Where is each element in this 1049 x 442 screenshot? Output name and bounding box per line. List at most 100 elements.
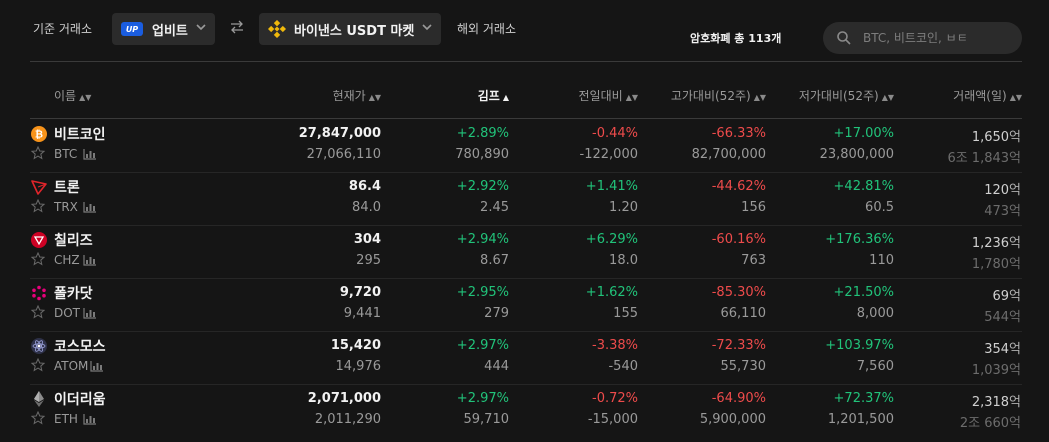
base-exchange-value: 업비트 (152, 23, 188, 39)
coin-name[interactable]: 폴카닷 (54, 286, 93, 302)
table-row[interactable]: ₿ 비트코인 BTC 27,847,000 27,066,110 +2.89% 780,89… (0, 119, 1049, 172)
quote-market-dropdown[interactable]: 바이낸스 USDT 마켓 (259, 13, 441, 45)
price-value: 15,420 (330, 338, 381, 353)
table-row[interactable]: 이더리움 ETH 2,071,000 2,011,290 +2.97% 59,710 -0.… (0, 384, 1049, 437)
high-pct-value: -72.33% (711, 338, 766, 353)
star-icon[interactable] (31, 305, 45, 319)
high-val-value: 66,110 (720, 306, 767, 321)
high-pct-value: -44.62% (711, 179, 766, 194)
cosmos-icon (31, 338, 47, 354)
table-row[interactable]: 칠리즈 CHZ 304 295 +2.94% 8.67 +6.29% 18.0 -60.16% 7… (0, 225, 1049, 278)
swap-icon[interactable] (230, 20, 244, 38)
coin-name[interactable]: 이더리움 (54, 392, 106, 408)
change-value: -0.72% (592, 391, 638, 406)
column-from-high[interactable]: 고가대비(52주) ▲▼ (670, 89, 766, 103)
volume-foreign-value: 1,780억 (971, 257, 1021, 272)
chart-icon[interactable] (83, 148, 97, 160)
volume-foreign-value: 2조 660억 (959, 416, 1021, 431)
volume-value: 120억 (984, 183, 1021, 198)
price-foreign-value: 2,011,290 (314, 412, 381, 427)
column-name[interactable]: 이름 ▲▼ (54, 89, 92, 103)
volume-value: 1,650억 (971, 130, 1021, 145)
high-pct-value: -85.30% (711, 285, 766, 300)
kimp-diff-value: 59,710 (463, 412, 510, 427)
search-icon (837, 31, 851, 45)
kimp-diff-value: 8.67 (480, 253, 509, 268)
chevron-down-icon (421, 21, 433, 37)
volume-foreign-value: 544억 (984, 310, 1021, 325)
kimp-diff-value: 279 (484, 306, 509, 321)
table-row[interactable]: 코스모스 ATOM 15,420 14,976 +2.97% 444 -3.38% -540 -… (0, 331, 1049, 384)
row-divider (30, 278, 1022, 279)
top-bar: 기준 거래소 UP 업비트 바이낸스 USDT 마켓 해외 거래소 암호화폐 총… (0, 0, 1049, 58)
column-price[interactable]: 현재가 ▲▼ (332, 89, 381, 103)
coin-name[interactable]: 비트코인 (54, 127, 106, 143)
price-foreign-value: 9,441 (343, 306, 381, 321)
chart-icon[interactable] (90, 360, 104, 372)
star-icon[interactable] (31, 411, 45, 425)
column-from-low[interactable]: 저가대비(52주) ▲▼ (798, 89, 894, 103)
chart-icon[interactable] (83, 254, 97, 266)
high-pct-value: -66.33% (711, 126, 766, 141)
change-value: -3.38% (592, 338, 638, 353)
low-pct-value: +21.50% (833, 285, 894, 300)
price-foreign-value: 27,066,110 (306, 147, 381, 162)
divider (30, 118, 1022, 119)
volume-foreign-value: 473억 (984, 204, 1021, 219)
foreign-exchange-label: 해외 거래소 (457, 22, 517, 36)
kimp-value: +2.92% (456, 179, 509, 194)
base-exchange-label: 기준 거래소 (33, 22, 93, 36)
coin-symbol: ATOM (54, 359, 89, 373)
coin-name[interactable]: 칠리즈 (54, 233, 93, 249)
high-pct-value: -64.90% (711, 391, 766, 406)
volume-value: 69억 (992, 289, 1021, 304)
change-abs-value: 1.20 (609, 200, 638, 215)
upbit-logo-icon: UP (121, 22, 143, 36)
column-kimp[interactable]: 김프 ▲ (477, 89, 509, 103)
low-pct-value: +72.37% (833, 391, 894, 406)
price-foreign-value: 14,976 (335, 359, 382, 374)
high-val-value: 55,730 (720, 359, 767, 374)
chart-icon[interactable] (83, 413, 97, 425)
coin-name[interactable]: 트론 (54, 180, 80, 196)
coin-name[interactable]: 코스모스 (54, 339, 106, 355)
high-val-value: 763 (741, 253, 766, 268)
row-divider (30, 172, 1022, 173)
change-abs-value: -122,000 (579, 147, 638, 162)
kimp-diff-value: 2.45 (480, 200, 509, 215)
volume-value: 354억 (984, 342, 1021, 357)
base-exchange-dropdown[interactable]: UP 업비트 (112, 13, 215, 45)
polkadot-icon (32, 285, 46, 301)
coin-symbol: CHZ (54, 253, 80, 267)
kimp-value: +2.97% (456, 391, 509, 406)
chart-icon[interactable] (83, 307, 97, 319)
chevron-down-icon (195, 21, 207, 37)
chiliz-icon (31, 232, 47, 248)
star-icon[interactable] (31, 358, 45, 372)
star-icon[interactable] (31, 146, 45, 160)
kimp-value: +2.95% (456, 285, 509, 300)
volume-value: 2,318억 (971, 395, 1021, 410)
price-foreign-value: 84.0 (352, 200, 381, 215)
price-value: 9,720 (339, 285, 381, 300)
table-row[interactable]: 트론 TRX 86.4 84.0 +2.92% 2.45 +1.41% 1.20 -44.62%… (0, 172, 1049, 225)
column-change[interactable]: 전일대비 ▲▼ (578, 89, 638, 103)
sort-icon: ▲▼ (368, 93, 381, 102)
search-input[interactable] (823, 22, 1022, 54)
high-val-value: 82,700,000 (691, 147, 766, 162)
coin-symbol: DOT (54, 306, 81, 320)
change-abs-value: -15,000 (587, 412, 638, 427)
table-row[interactable]: 폴카닷 DOT 9,720 9,441 +2.95% 279 +1.62% 155 -85.30… (0, 278, 1049, 331)
low-pct-value: +103.97% (825, 338, 894, 353)
column-volume[interactable]: 거래액(일) ▲▼ (953, 89, 1022, 103)
sort-icon: ▲▼ (625, 93, 638, 102)
binance-logo-icon (268, 20, 286, 38)
tron-icon (31, 180, 47, 195)
star-icon[interactable] (31, 199, 45, 213)
volume-foreign-value: 1,039억 (971, 363, 1021, 378)
high-val-value: 156 (741, 200, 766, 215)
star-icon[interactable] (31, 252, 45, 266)
sort-asc-icon: ▲ (502, 93, 509, 102)
chart-icon[interactable] (83, 201, 97, 213)
change-abs-value: 18.0 (609, 253, 638, 268)
